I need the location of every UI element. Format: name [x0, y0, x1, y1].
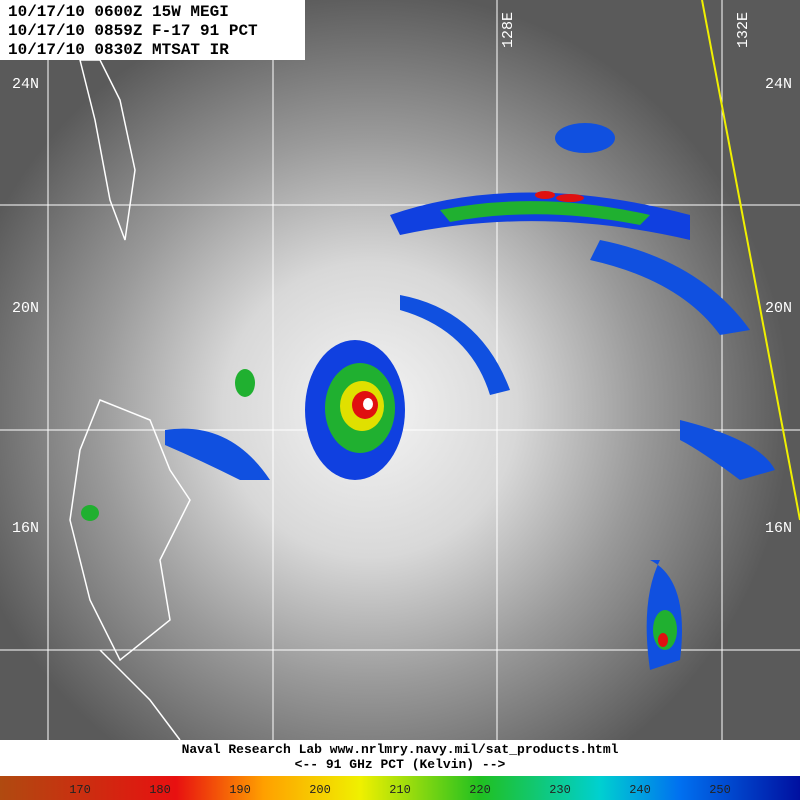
colorbar-label: 180 — [149, 783, 171, 797]
footer-box — [0, 740, 800, 776]
lat-label: 20N — [765, 300, 792, 317]
colorbar — [0, 776, 800, 800]
header-line: 10/17/10 0830Z MTSAT IR — [8, 41, 229, 59]
lat-label: 20N — [12, 300, 39, 317]
header-line: 10/17/10 0859Z F-17 91 PCT — [8, 22, 258, 40]
colorbar-label: 230 — [549, 783, 571, 797]
swath-edge — [701, 0, 800, 521]
lat-label: 24N — [765, 76, 792, 93]
lat-label: 16N — [765, 520, 792, 537]
footer-line: <-- 91 GHz PCT (Kelvin) --> — [295, 757, 506, 772]
colorbar-label: 200 — [309, 783, 331, 797]
colorbar-label: 250 — [709, 783, 731, 797]
colorbar-label: 170 — [69, 783, 91, 797]
header-box — [0, 0, 305, 60]
colorbar-label: 210 — [389, 783, 411, 797]
rainbands — [81, 123, 775, 670]
colorbar-label: 240 — [629, 783, 651, 797]
colorbar-label: 190 — [229, 783, 251, 797]
colorbar-label: 220 — [469, 783, 491, 797]
footer-line: Naval Research Lab www.nrlmry.navy.mil/s… — [182, 742, 619, 757]
colorbar-ticks: 170 180 190 200 210 220 230 240 250 — [69, 783, 731, 797]
lon-label: 128E — [500, 12, 517, 48]
lat-label: 16N — [12, 520, 39, 537]
lon-label: 132E — [735, 12, 752, 48]
header-line: 10/17/10 0600Z 15W MEGI — [8, 3, 229, 21]
lat-label: 24N — [12, 76, 39, 93]
